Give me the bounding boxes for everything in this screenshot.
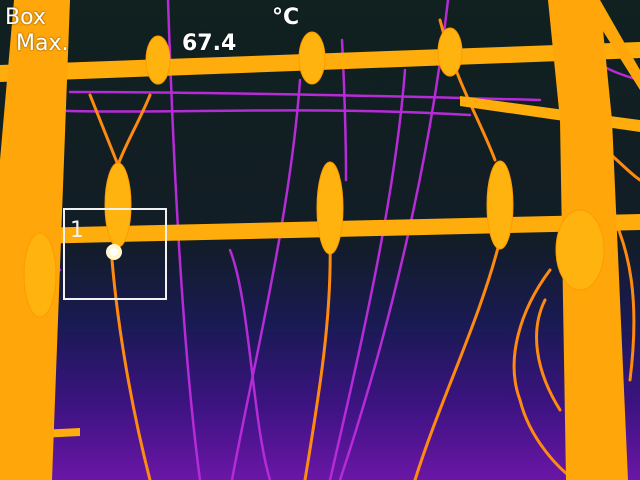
- wire-purple: [228, 248, 272, 480]
- wire-orange: [535, 298, 562, 412]
- wire-orange: [116, 93, 152, 167]
- measure-mode-label: Box: [5, 5, 46, 30]
- right-brace: [460, 96, 640, 132]
- temperature-unit: °C: [272, 5, 300, 30]
- roi-id-label: 1: [70, 218, 84, 243]
- wire-purple: [230, 78, 302, 480]
- insulator: [555, 209, 605, 291]
- insulator: [437, 27, 463, 77]
- wire-orange: [110, 258, 152, 480]
- insulator: [486, 160, 514, 250]
- measure-stat-label: Max.: [16, 31, 69, 56]
- wire-orange: [303, 238, 332, 480]
- insulator: [23, 232, 57, 318]
- wire-purple: [338, 0, 450, 480]
- insulator: [316, 161, 344, 255]
- measurement-box-roi[interactable]: 1: [63, 208, 167, 300]
- hot-spot-core: [110, 248, 118, 256]
- wire-orange: [88, 93, 120, 167]
- wire-purple: [38, 108, 472, 117]
- insulator: [145, 35, 171, 85]
- right-pole-brace: [596, 0, 640, 90]
- wire-orange: [413, 238, 502, 480]
- wire-purple: [328, 68, 407, 480]
- wire-orange: [512, 268, 577, 480]
- max-temperature-value: 67.4: [182, 31, 237, 56]
- insulator: [298, 31, 326, 85]
